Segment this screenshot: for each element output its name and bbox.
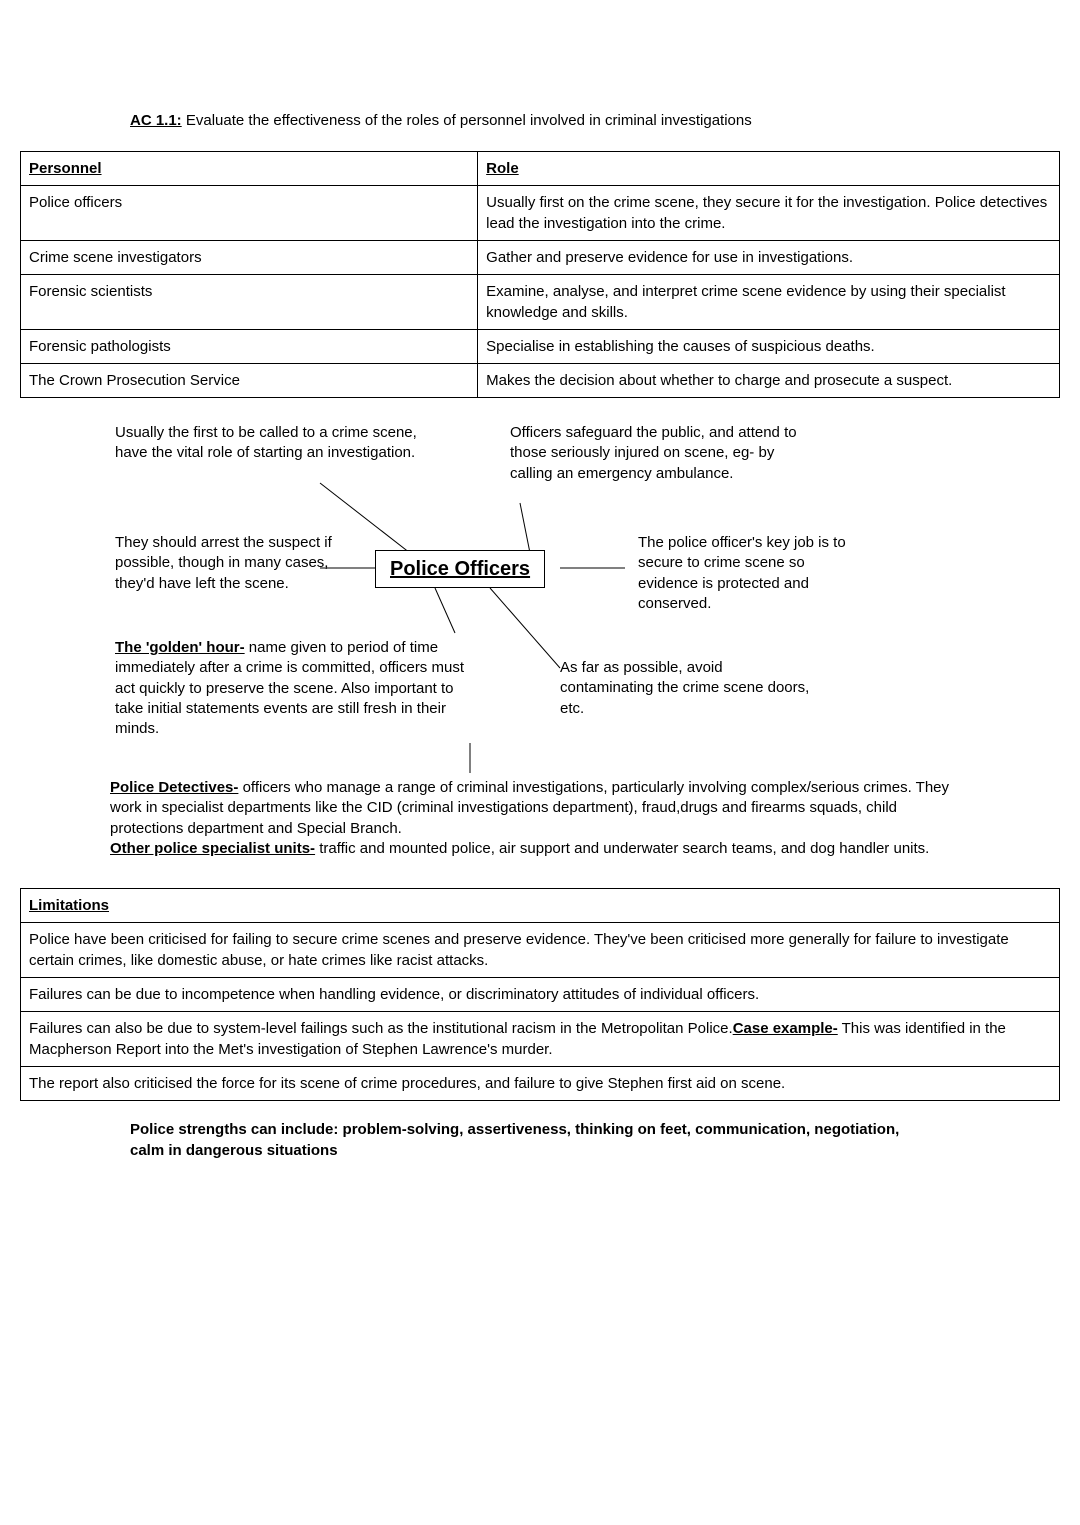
- mindmap-node-mid-left: They should arrest the suspect if possib…: [115, 533, 345, 594]
- table-row: Forensic pathologists Specialise in esta…: [21, 330, 1060, 364]
- limitations-cell: Failures can also be due to system-level…: [21, 1012, 1060, 1067]
- header-personnel: Personnel: [21, 152, 478, 186]
- table-row: The report also criticised the force for…: [21, 1067, 1060, 1101]
- cell-personnel: The Crown Prosecution Service: [21, 364, 478, 398]
- detectives-block: Police Detectives- officers who manage a…: [110, 778, 960, 859]
- mindmap-center: Police Officers: [375, 550, 545, 588]
- cell-role: Examine, analyse, and interpret crime sc…: [478, 275, 1060, 330]
- limitations-cell: The report also criticised the force for…: [21, 1067, 1060, 1101]
- mindmap-node-bottom-left: The 'golden' hour- name given to period …: [115, 638, 475, 739]
- table-row: Crime scene investigators Gather and pre…: [21, 241, 1060, 275]
- limitations-header-row: Limitations: [21, 889, 1060, 923]
- mindmap-node-bottom-right: As far as possible, avoid contaminating …: [560, 658, 820, 719]
- other-units-text: traffic and mounted police, air support …: [315, 840, 929, 857]
- cell-personnel: Crime scene investigators: [21, 241, 478, 275]
- cell-role: Makes the decision about whether to char…: [478, 364, 1060, 398]
- table-header-row: Personnel Role: [21, 152, 1060, 186]
- personnel-table: Personnel Role Police officers Usually f…: [20, 151, 1060, 398]
- document-heading: AC 1.1: Evaluate the effectiveness of th…: [130, 110, 850, 131]
- table-row: Police officers Usually first on the cri…: [21, 186, 1060, 241]
- table-row: Failures can also be due to system-level…: [21, 1012, 1060, 1067]
- table-row: The Crown Prosecution Service Makes the …: [21, 364, 1060, 398]
- limitations-cell: Police have been criticised for failing …: [21, 923, 1060, 978]
- table-row: Forensic scientists Examine, analyse, an…: [21, 275, 1060, 330]
- limitations-header: Limitations: [21, 889, 1060, 923]
- golden-hour-prefix: The 'golden' hour-: [115, 639, 245, 656]
- mindmap-node-top-left: Usually the first to be called to a crim…: [115, 423, 425, 464]
- table-row: Failures can be due to incompetence when…: [21, 978, 1060, 1012]
- cell-personnel: Forensic scientists: [21, 275, 478, 330]
- limitations-cell: Failures can be due to incompetence when…: [21, 978, 1060, 1012]
- mindmap: Usually the first to be called to a crim…: [20, 408, 1060, 888]
- cell-role: Usually first on the crime scene, they s…: [478, 186, 1060, 241]
- cell-personnel: Police officers: [21, 186, 478, 241]
- other-units-prefix: Other police specialist units-: [110, 840, 315, 857]
- cell-personnel: Forensic pathologists: [21, 330, 478, 364]
- limitation-text: Failures can be due to incompetence when…: [29, 986, 759, 1003]
- limitation-text: Police have been criticised for failing …: [29, 931, 1009, 969]
- limitation-text: The report also criticised the force for…: [29, 1075, 785, 1092]
- mindmap-node-mid-right: The police officer's key job is to secur…: [638, 533, 868, 614]
- mindmap-node-top-right: Officers safeguard the public, and atten…: [510, 423, 800, 484]
- heading-text: Evaluate the effectiveness of the roles …: [182, 112, 752, 129]
- detectives-prefix: Police Detectives-: [110, 779, 238, 796]
- table-row: Police have been criticised for failing …: [21, 923, 1060, 978]
- cell-role: Gather and preserve evidence for use in …: [478, 241, 1060, 275]
- limitations-table: Limitations Police have been criticised …: [20, 888, 1060, 1101]
- case-example-prefix: Case example-: [733, 1020, 838, 1037]
- police-strengths: Police strengths can include: problem-so…: [130, 1119, 910, 1161]
- limitation-text: Failures can also be due to system-level…: [29, 1020, 733, 1037]
- header-role: Role: [478, 152, 1060, 186]
- cell-role: Specialise in establishing the causes of…: [478, 330, 1060, 364]
- heading-prefix: AC 1.1:: [130, 112, 182, 129]
